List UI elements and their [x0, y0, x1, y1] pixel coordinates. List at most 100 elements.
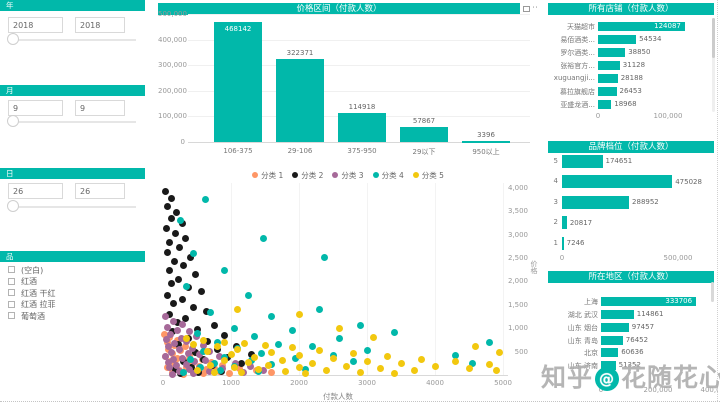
- scatter-point[interactable]: [217, 366, 225, 374]
- scatter-point[interactable]: [226, 369, 234, 377]
- scatter-point[interactable]: [193, 367, 201, 375]
- scatter-point[interactable]: [168, 349, 175, 357]
- scatter-point[interactable]: [227, 350, 235, 358]
- bar[interactable]: [598, 73, 618, 83]
- scatter-point[interactable]: [183, 334, 191, 342]
- scatter-point[interactable]: [356, 368, 364, 376]
- scatter-point[interactable]: [163, 203, 171, 211]
- scatter-point[interactable]: [292, 355, 300, 363]
- scatter-point[interactable]: [207, 361, 215, 369]
- scatter-point[interactable]: [183, 282, 191, 290]
- scatter-point[interactable]: [496, 349, 504, 357]
- scatter-point[interactable]: [451, 358, 459, 366]
- scatter-point[interactable]: [363, 357, 371, 365]
- scatter-point[interactable]: [163, 336, 171, 344]
- scatter-point[interactable]: [171, 257, 179, 265]
- scatter-point[interactable]: [230, 324, 238, 332]
- bar[interactable]: [562, 236, 564, 250]
- scatter-point[interactable]: [165, 267, 173, 275]
- scatter-point[interactable]: [190, 341, 198, 349]
- scatter-point[interactable]: [268, 313, 276, 320]
- scatter-point[interactable]: [184, 350, 192, 358]
- scatter-point[interactable]: [167, 280, 175, 288]
- scatter-point[interactable]: [165, 343, 173, 351]
- scatter-point[interactable]: [173, 336, 181, 344]
- scatter-point[interactable]: [230, 364, 238, 371]
- scatter-point[interactable]: [370, 334, 378, 342]
- scatter-point[interactable]: [343, 362, 351, 370]
- scatter-point[interactable]: [200, 336, 208, 344]
- scatter-point[interactable]: [202, 356, 210, 364]
- scatter-point[interactable]: [193, 325, 201, 333]
- scatter-point[interactable]: [264, 362, 272, 370]
- scatter-point[interactable]: [349, 358, 357, 366]
- scatter-point[interactable]: [168, 215, 176, 223]
- scatter-point[interactable]: [186, 328, 194, 336]
- scatter-point[interactable]: [173, 326, 181, 334]
- scatter-point[interactable]: [244, 359, 252, 367]
- scatter-point[interactable]: [261, 342, 269, 350]
- bar[interactable]: [338, 112, 386, 142]
- scatter-point[interactable]: [468, 359, 476, 367]
- scatter-point[interactable]: [178, 295, 186, 303]
- scatter-point[interactable]: [174, 354, 182, 362]
- bar[interactable]: [598, 21, 685, 31]
- scatter-point[interactable]: [170, 355, 178, 363]
- scatter-point[interactable]: [210, 368, 218, 376]
- scatter-point[interactable]: [302, 369, 310, 377]
- scatter-point[interactable]: [162, 224, 170, 232]
- scatter-point[interactable]: [417, 355, 425, 363]
- bar[interactable]: [598, 99, 612, 109]
- scatter-point[interactable]: [275, 341, 283, 349]
- scatter-point[interactable]: [199, 341, 207, 349]
- scatter-point[interactable]: [268, 349, 276, 357]
- scatter-point[interactable]: [178, 220, 186, 228]
- scatter-point[interactable]: [165, 311, 173, 319]
- scatter-point[interactable]: [189, 344, 197, 352]
- scatter-point[interactable]: [190, 303, 198, 311]
- scatter-point[interactable]: [211, 364, 219, 372]
- scatter-point[interactable]: [207, 308, 215, 316]
- scatter-point[interactable]: [175, 275, 183, 283]
- scatter-point[interactable]: [203, 307, 211, 315]
- scatter-point[interactable]: [492, 366, 500, 374]
- bar[interactable]: [562, 154, 603, 168]
- scatter-point[interactable]: [220, 331, 228, 339]
- scatter-point[interactable]: [211, 322, 219, 330]
- day-from-input[interactable]: [8, 183, 63, 199]
- bar[interactable]: [276, 59, 324, 142]
- scatter-point[interactable]: [390, 329, 398, 337]
- scatter-point[interactable]: [315, 346, 323, 354]
- legend-item[interactable]: 分类 5: [412, 170, 444, 181]
- bar[interactable]: [598, 86, 617, 96]
- scatter-point[interactable]: [349, 349, 357, 357]
- scatter-point[interactable]: [213, 338, 221, 346]
- scatter-point[interactable]: [176, 217, 184, 225]
- day-slider-handle[interactable]: [7, 200, 19, 212]
- scatter-point[interactable]: [163, 291, 171, 299]
- scatter-point[interactable]: [197, 288, 205, 296]
- focus-mode-icon[interactable]: [523, 6, 530, 12]
- legend-item[interactable]: 分类 1: [252, 170, 283, 181]
- scatter-point[interactable]: [472, 343, 480, 351]
- scatter-point[interactable]: [161, 187, 169, 195]
- year-to-input[interactable]: [75, 17, 125, 33]
- bar[interactable]: [601, 322, 629, 332]
- scatter-point[interactable]: [181, 234, 189, 242]
- checkbox[interactable]: [8, 266, 15, 273]
- scatter-point[interactable]: [166, 330, 174, 338]
- scatter-point[interactable]: [220, 338, 228, 346]
- scatter-point[interactable]: [203, 348, 211, 356]
- scatter-point[interactable]: [234, 345, 242, 353]
- scatter-point[interactable]: [244, 291, 252, 299]
- scatter-point[interactable]: [170, 317, 178, 325]
- scatter-point[interactable]: [260, 235, 268, 243]
- scatter-point[interactable]: [171, 365, 179, 373]
- year-slider-handle[interactable]: [7, 33, 19, 45]
- scatter-point[interactable]: [199, 370, 207, 378]
- scatter-point[interactable]: [302, 365, 310, 373]
- scatter-point[interactable]: [295, 351, 303, 359]
- scatter-point[interactable]: [182, 361, 190, 369]
- more-options-icon[interactable]: ⋯: [532, 3, 538, 13]
- scatter-point[interactable]: [309, 343, 317, 351]
